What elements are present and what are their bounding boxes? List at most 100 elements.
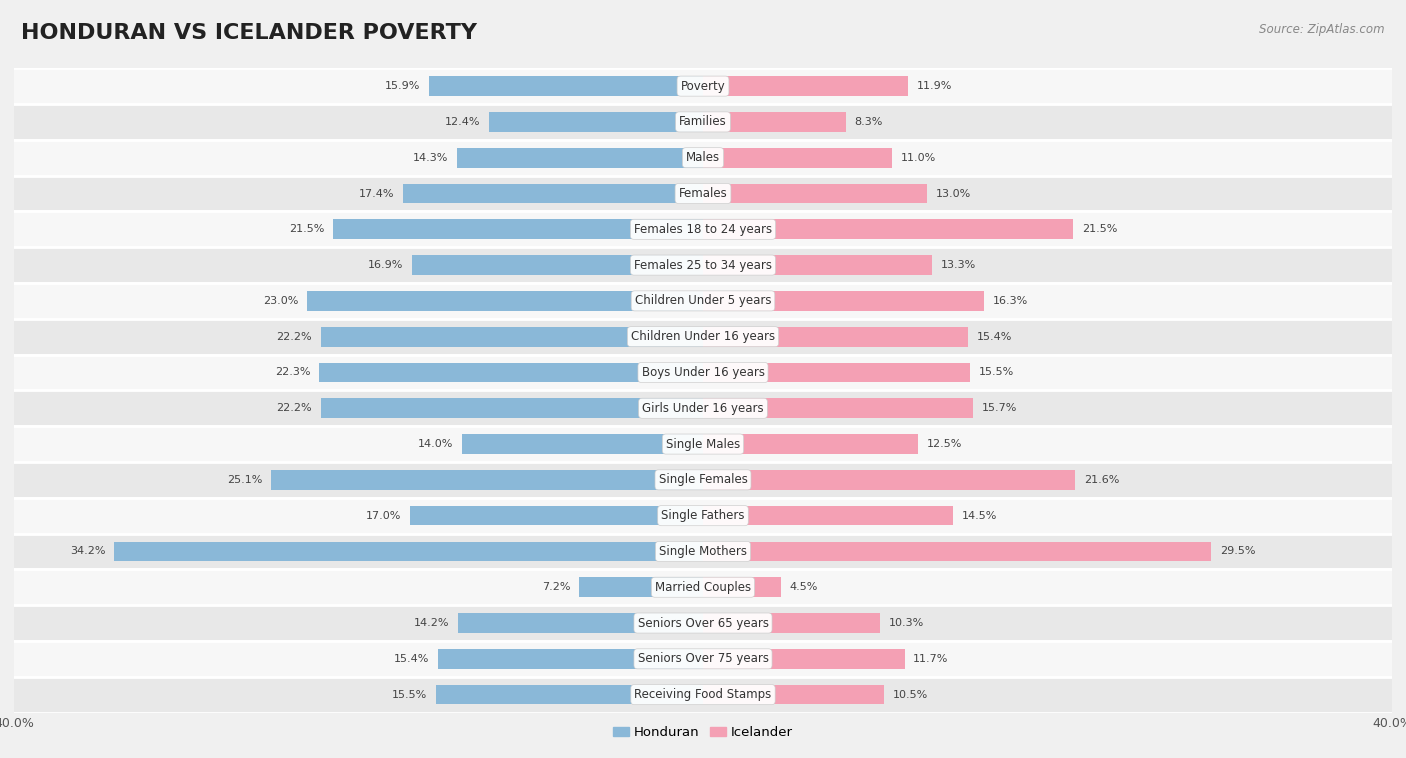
Text: Receiving Food Stamps: Receiving Food Stamps [634, 688, 772, 701]
Text: 25.1%: 25.1% [226, 475, 262, 485]
Text: 10.5%: 10.5% [893, 690, 928, 700]
Bar [461, 434, 703, 454]
Text: Girls Under 16 years: Girls Under 16 years [643, 402, 763, 415]
Bar [333, 220, 703, 239]
Text: 17.0%: 17.0% [366, 511, 402, 521]
Text: 34.2%: 34.2% [70, 547, 105, 556]
Text: 14.3%: 14.3% [413, 152, 449, 163]
Bar [0, 211, 1406, 247]
Bar [0, 319, 1406, 355]
Text: 11.0%: 11.0% [901, 152, 936, 163]
Text: Children Under 5 years: Children Under 5 years [634, 294, 772, 308]
Bar [489, 112, 703, 132]
Text: HONDURAN VS ICELANDER POVERTY: HONDURAN VS ICELANDER POVERTY [21, 23, 477, 42]
Bar [0, 498, 1406, 534]
Bar [321, 327, 703, 346]
Bar [436, 684, 703, 704]
Text: 15.5%: 15.5% [979, 368, 1014, 377]
Bar [0, 104, 1406, 139]
Text: Single Mothers: Single Mothers [659, 545, 747, 558]
Text: 15.9%: 15.9% [385, 81, 420, 91]
Text: Females 25 to 34 years: Females 25 to 34 years [634, 258, 772, 271]
Bar [0, 390, 1406, 426]
Bar [0, 605, 1406, 641]
Text: 22.2%: 22.2% [277, 332, 312, 342]
Text: Females 18 to 24 years: Females 18 to 24 years [634, 223, 772, 236]
Text: 17.4%: 17.4% [359, 189, 395, 199]
Bar [703, 148, 893, 168]
Text: 8.3%: 8.3% [855, 117, 883, 127]
Bar [0, 283, 1406, 319]
Text: 14.2%: 14.2% [415, 618, 450, 628]
Text: Children Under 16 years: Children Under 16 years [631, 330, 775, 343]
Legend: Honduran, Icelander: Honduran, Icelander [607, 721, 799, 744]
Bar [271, 470, 703, 490]
Bar [0, 569, 1406, 605]
Text: Poverty: Poverty [681, 80, 725, 92]
Text: 15.5%: 15.5% [392, 690, 427, 700]
Bar [703, 327, 969, 346]
Text: 16.9%: 16.9% [368, 260, 404, 270]
Text: 29.5%: 29.5% [1219, 547, 1256, 556]
Bar [703, 112, 846, 132]
Text: 21.5%: 21.5% [1083, 224, 1118, 234]
Bar [114, 542, 703, 561]
Bar [0, 426, 1406, 462]
Bar [703, 542, 1211, 561]
Bar [0, 677, 1406, 713]
Bar [703, 578, 780, 597]
Text: 10.3%: 10.3% [889, 618, 924, 628]
Bar [0, 176, 1406, 211]
Bar [703, 77, 908, 96]
Text: Males: Males [686, 151, 720, 164]
Text: Single Females: Single Females [658, 473, 748, 487]
Bar [703, 613, 880, 633]
Text: 15.4%: 15.4% [394, 654, 429, 664]
Bar [437, 649, 703, 669]
Text: 15.7%: 15.7% [981, 403, 1018, 413]
Bar [703, 362, 970, 382]
Bar [703, 255, 932, 275]
Bar [0, 68, 1406, 104]
Text: Seniors Over 75 years: Seniors Over 75 years [637, 653, 769, 666]
Bar [703, 291, 984, 311]
Bar [0, 355, 1406, 390]
Bar [703, 506, 953, 525]
Bar [307, 291, 703, 311]
Text: 15.4%: 15.4% [977, 332, 1012, 342]
Text: Single Fathers: Single Fathers [661, 509, 745, 522]
Text: 13.0%: 13.0% [935, 189, 970, 199]
Text: 21.5%: 21.5% [288, 224, 323, 234]
Bar [429, 77, 703, 96]
Text: Females: Females [679, 187, 727, 200]
Text: Source: ZipAtlas.com: Source: ZipAtlas.com [1260, 23, 1385, 36]
Text: Boys Under 16 years: Boys Under 16 years [641, 366, 765, 379]
Bar [0, 139, 1406, 176]
Text: 4.5%: 4.5% [789, 582, 817, 592]
Text: 16.3%: 16.3% [993, 296, 1028, 306]
Bar [579, 578, 703, 597]
Text: 22.3%: 22.3% [274, 368, 311, 377]
Text: 12.5%: 12.5% [927, 439, 962, 449]
Text: 22.2%: 22.2% [277, 403, 312, 413]
Bar [319, 362, 703, 382]
Text: Single Males: Single Males [666, 437, 740, 450]
Bar [703, 684, 884, 704]
Bar [404, 183, 703, 203]
Bar [703, 183, 927, 203]
Text: 13.3%: 13.3% [941, 260, 976, 270]
Text: 14.0%: 14.0% [418, 439, 453, 449]
Bar [703, 220, 1073, 239]
Bar [703, 399, 973, 418]
Bar [703, 649, 904, 669]
Bar [0, 462, 1406, 498]
Bar [0, 247, 1406, 283]
Bar [412, 255, 703, 275]
Text: Married Couples: Married Couples [655, 581, 751, 594]
Bar [703, 434, 918, 454]
Text: 12.4%: 12.4% [446, 117, 481, 127]
Text: 7.2%: 7.2% [541, 582, 571, 592]
Bar [0, 534, 1406, 569]
Text: 11.9%: 11.9% [917, 81, 952, 91]
Bar [703, 470, 1076, 490]
